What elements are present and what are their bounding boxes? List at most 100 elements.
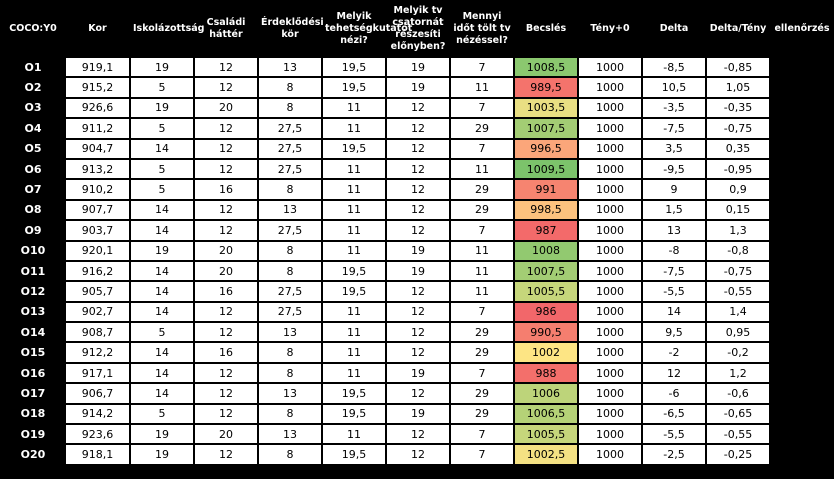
- kor-cell: 910,2: [66, 180, 129, 199]
- row-id-cell: O17: [2, 384, 64, 403]
- row-id-cell: O15: [2, 343, 64, 362]
- row-id-cell: O7: [2, 180, 64, 199]
- iskolazottsag-cell: 19: [131, 425, 193, 444]
- becsles-cell: 998,5: [515, 200, 577, 220]
- delta-teny-cell: -0,55: [707, 282, 769, 301]
- tv-csatorna-cell: 12: [387, 425, 449, 444]
- row-id-cell: O18: [2, 404, 64, 424]
- iskolazottsag-cell: 14: [131, 302, 193, 322]
- tehetsegkutato-cell: 19,5: [323, 261, 385, 281]
- delta-cell: -8,5: [643, 58, 705, 77]
- ellenorzes-cell: [771, 343, 833, 362]
- tehetsegkutato-cell: 11: [323, 343, 385, 362]
- becsles-cell: 1007,5: [515, 261, 577, 281]
- kor-cell: 906,7: [66, 384, 129, 403]
- row-id-cell: O3: [2, 98, 64, 118]
- teny-cell: 1000: [579, 98, 641, 118]
- csaladi-hatter-cell: 20: [195, 241, 257, 260]
- becsles-cell: 1006,5: [515, 404, 577, 424]
- iskolazottsag-cell: 14: [131, 363, 193, 383]
- tehetsegkutato-cell: 19,5: [323, 139, 385, 158]
- header-delta: Delta: [643, 2, 705, 56]
- csaladi-hatter-cell: 16: [195, 282, 257, 301]
- erdeklodesi-kor-cell: 27,5: [259, 139, 321, 158]
- delta-teny-cell: 0,95: [707, 323, 769, 342]
- tehetsegkutato-cell: 19,5: [323, 78, 385, 97]
- tv-csatorna-cell: 19: [387, 58, 449, 77]
- tv-ido-cell: 7: [451, 98, 513, 118]
- ellenorzes-cell: [771, 139, 833, 158]
- becsles-cell: 989,5: [515, 78, 577, 97]
- header-row: COCO:Y0 Kor Iskolázottság Családi háttér…: [2, 2, 833, 56]
- delta-teny-cell: 1,4: [707, 302, 769, 322]
- tv-ido-cell: 11: [451, 282, 513, 301]
- teny-cell: 1000: [579, 221, 641, 240]
- teny-cell: 1000: [579, 261, 641, 281]
- delta-teny-cell: 0,35: [707, 139, 769, 158]
- iskolazottsag-cell: 19: [131, 241, 193, 260]
- becsles-cell: 1003,5: [515, 98, 577, 118]
- tehetsegkutato-cell: 11: [323, 302, 385, 322]
- delta-cell: 1,5: [643, 200, 705, 220]
- header-tv-csatorna: Melyik tv csatornát részesíti előnyben?: [387, 2, 449, 56]
- tv-csatorna-cell: 19: [387, 363, 449, 383]
- erdeklodesi-kor-cell: 8: [259, 98, 321, 118]
- ellenorzes-cell: [771, 261, 833, 281]
- csaladi-hatter-cell: 20: [195, 98, 257, 118]
- ellenorzes-cell: [771, 159, 833, 179]
- delta-cell: -6,5: [643, 404, 705, 424]
- delta-cell: -5,5: [643, 425, 705, 444]
- row-id-cell: O1: [2, 58, 64, 77]
- tv-csatorna-cell: 12: [387, 282, 449, 301]
- csaladi-hatter-cell: 12: [195, 200, 257, 220]
- erdeklodesi-kor-cell: 27,5: [259, 119, 321, 138]
- ellenorzes-cell: [771, 200, 833, 220]
- tehetsegkutato-cell: 19,5: [323, 58, 385, 77]
- becsles-cell: 1002: [515, 343, 577, 362]
- erdeklodesi-kor-cell: 13: [259, 58, 321, 77]
- delta-teny-cell: -0,75: [707, 261, 769, 281]
- kor-cell: 903,7: [66, 221, 129, 240]
- teny-cell: 1000: [579, 343, 641, 362]
- ellenorzes-cell: [771, 98, 833, 118]
- header-delta-teny: Delta/Tény: [707, 2, 769, 56]
- erdeklodesi-kor-cell: 27,5: [259, 282, 321, 301]
- table-row: O4 911,2 5 12 27,5 11 12 29 1007,5 1000 -7,5 -0,75: [2, 119, 833, 138]
- csaladi-hatter-cell: 16: [195, 180, 257, 199]
- delta-cell: -7,5: [643, 261, 705, 281]
- teny-cell: 1000: [579, 282, 641, 301]
- tv-ido-cell: 29: [451, 404, 513, 424]
- tv-csatorna-cell: 12: [387, 119, 449, 138]
- row-id-cell: O20: [2, 445, 64, 464]
- erdeklodesi-kor-cell: 13: [259, 200, 321, 220]
- kor-cell: 912,2: [66, 343, 129, 362]
- delta-teny-cell: 0,9: [707, 180, 769, 199]
- iskolazottsag-cell: 5: [131, 404, 193, 424]
- kor-cell: 914,2: [66, 404, 129, 424]
- delta-teny-cell: -0,95: [707, 159, 769, 179]
- tv-ido-cell: 7: [451, 425, 513, 444]
- delta-cell: 14: [643, 302, 705, 322]
- delta-cell: 9,5: [643, 323, 705, 342]
- csaladi-hatter-cell: 12: [195, 78, 257, 97]
- becsles-cell: 987: [515, 221, 577, 240]
- tehetsegkutato-cell: 19,5: [323, 384, 385, 403]
- csaladi-hatter-cell: 20: [195, 261, 257, 281]
- tehetsegkutato-cell: 11: [323, 98, 385, 118]
- delta-cell: 12: [643, 363, 705, 383]
- teny-cell: 1000: [579, 384, 641, 403]
- becsles-cell: 986: [515, 302, 577, 322]
- becsles-cell: 996,5: [515, 139, 577, 158]
- table-row: O8 907,7 14 12 13 11 12 29 998,5 1000 1,5 0,15: [2, 200, 833, 220]
- tv-ido-cell: 29: [451, 180, 513, 199]
- delta-teny-cell: -0,55: [707, 425, 769, 444]
- csaladi-hatter-cell: 16: [195, 343, 257, 362]
- tv-csatorna-cell: 12: [387, 98, 449, 118]
- table-row: O15 912,2 14 16 8 11 12 29 1002 1000 -2 -0,2: [2, 343, 833, 362]
- header-csaladi-hatter: Családi háttér: [195, 2, 257, 56]
- teny-cell: 1000: [579, 139, 641, 158]
- iskolazottsag-cell: 19: [131, 98, 193, 118]
- row-id-cell: O2: [2, 78, 64, 97]
- table-row: O3 926,6 19 20 8 11 12 7 1003,5 1000 -3,5 -0,35: [2, 98, 833, 118]
- csaladi-hatter-cell: 12: [195, 404, 257, 424]
